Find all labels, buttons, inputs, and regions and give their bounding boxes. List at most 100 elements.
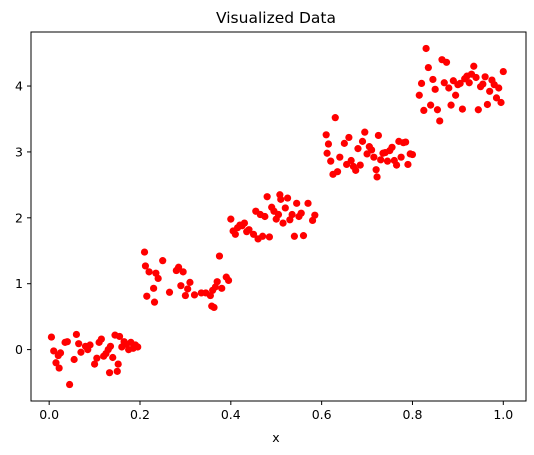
data-point	[311, 211, 319, 219]
data-point	[429, 75, 437, 84]
data-point	[184, 285, 192, 293]
data-point	[249, 230, 258, 238]
data-point	[290, 232, 298, 240]
data-point	[427, 101, 435, 109]
data-point	[422, 44, 430, 53]
data-point	[345, 133, 353, 142]
data-point	[190, 291, 199, 299]
data-point	[218, 284, 226, 292]
data-point	[388, 143, 396, 151]
data-point	[215, 252, 224, 260]
data-point	[179, 268, 187, 276]
data-point	[274, 210, 283, 219]
data-point	[75, 340, 83, 348]
data-point	[323, 149, 331, 157]
chart-title: Visualized Data	[216, 9, 336, 27]
data-point	[106, 342, 115, 350]
data-point	[90, 360, 99, 368]
data-point	[322, 131, 330, 139]
data-point	[442, 58, 451, 66]
data-point	[240, 219, 249, 227]
data-point	[377, 156, 385, 164]
data-point	[263, 193, 271, 201]
data-point	[336, 153, 344, 161]
data-point	[470, 62, 478, 70]
x-tick-label: 0.8	[403, 407, 423, 422]
data-point	[150, 298, 159, 306]
data-point	[186, 278, 194, 286]
data-point	[210, 303, 218, 312]
data-point	[374, 131, 383, 140]
data-point	[213, 278, 221, 286]
x-axis-label: x	[272, 430, 279, 445]
data-point	[145, 268, 153, 276]
data-point	[259, 232, 267, 240]
data-point	[440, 79, 448, 87]
x-tick-label: 0.4	[221, 407, 241, 422]
data-point	[288, 210, 296, 219]
data-point	[174, 263, 183, 271]
data-point	[361, 128, 369, 136]
data-point	[159, 257, 167, 265]
y-tick-label: 2	[15, 210, 23, 225]
data-point	[415, 91, 423, 99]
data-point	[283, 194, 292, 202]
data-point	[115, 332, 124, 341]
data-point	[265, 233, 274, 241]
data-point	[340, 139, 348, 147]
data-points	[47, 44, 507, 389]
data-point	[293, 199, 301, 207]
data-point	[424, 63, 432, 72]
data-point	[304, 199, 312, 207]
axes: 0.0 0.2 0.4 0.6 0.8 1.0 0 1 2 3 4	[15, 31, 527, 422]
data-point	[452, 91, 460, 99]
data-point	[354, 145, 362, 153]
data-point	[372, 166, 380, 174]
data-point	[281, 204, 289, 212]
data-point	[331, 114, 339, 122]
axes-frame	[30, 31, 527, 402]
data-point	[55, 364, 63, 372]
data-point	[347, 156, 355, 165]
data-point	[181, 291, 189, 300]
data-point	[368, 146, 376, 154]
x-tick-label: 0.2	[130, 407, 150, 422]
data-point	[134, 343, 142, 351]
data-point	[352, 166, 360, 174]
data-point	[113, 367, 121, 375]
data-point	[150, 284, 158, 292]
data-point	[358, 137, 367, 145]
data-point	[370, 153, 378, 161]
x-tick-label: 0.0	[39, 407, 59, 422]
data-point	[436, 117, 444, 125]
data-point	[52, 359, 60, 367]
data-point	[327, 157, 335, 165]
data-point	[224, 276, 233, 285]
data-point	[114, 360, 122, 368]
data-point	[495, 84, 503, 92]
data-point	[404, 160, 412, 169]
data-point	[458, 105, 467, 113]
data-point	[447, 101, 455, 109]
data-point	[154, 274, 162, 283]
data-point	[486, 87, 494, 95]
x-tick-label: 0.6	[312, 407, 332, 422]
data-point	[333, 168, 342, 176]
data-point	[245, 226, 253, 234]
data-point	[93, 354, 101, 362]
data-point	[47, 333, 56, 341]
data-point	[97, 335, 105, 343]
data-point	[297, 209, 305, 217]
data-point	[373, 173, 381, 181]
data-point	[141, 262, 150, 270]
data-point	[356, 161, 364, 169]
data-point	[86, 341, 94, 349]
data-point	[165, 288, 174, 296]
data-point	[465, 79, 473, 87]
data-point	[50, 347, 58, 355]
data-point	[474, 106, 482, 114]
data-point	[479, 80, 487, 88]
data-point	[499, 67, 507, 76]
